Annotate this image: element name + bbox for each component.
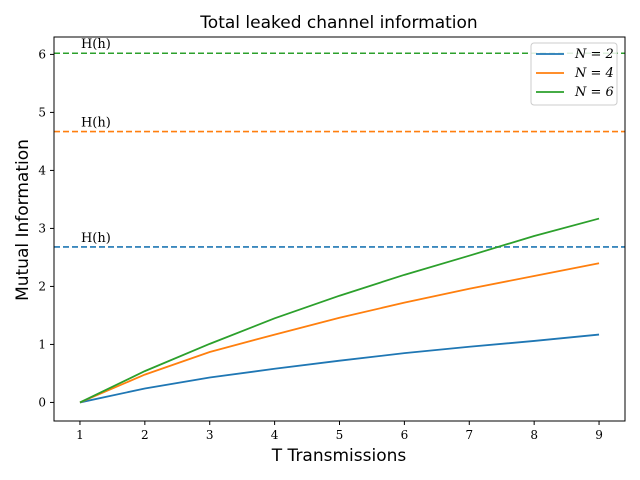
x-tick-label: 7	[465, 428, 473, 442]
y-tick-label: 6	[38, 47, 46, 61]
x-tick-label: 6	[401, 428, 409, 442]
legend-label: N = 6	[574, 85, 614, 100]
x-tick-label: 8	[530, 428, 538, 442]
series-line	[79, 333, 600, 404]
x-tick-label: 9	[595, 428, 603, 442]
x-axis-label: T Transmissions	[271, 446, 407, 466]
plot-frame	[53, 36, 626, 422]
y-tick-label: 0	[38, 395, 46, 409]
reference-line-label: H(h)	[81, 37, 111, 52]
x-tick-label: 1	[76, 428, 84, 442]
legend-box	[530, 42, 618, 106]
y-tick-label: 4	[38, 163, 46, 177]
reference-line-label: H(h)	[81, 116, 111, 131]
x-tick-label: 3	[206, 428, 214, 442]
x-tick-label: 5	[336, 428, 344, 442]
x-tick-label: 2	[141, 428, 149, 442]
reference-line-label: H(h)	[81, 231, 111, 246]
y-axis-label: Mutual Information	[13, 139, 33, 301]
series-lines	[79, 217, 600, 404]
series-line	[79, 217, 600, 404]
series-line	[79, 262, 600, 404]
legend-label: N = 4	[574, 66, 614, 81]
y-tick-label: 2	[38, 279, 46, 293]
axis-ticks: 1 2 3 4 5 6 7 8 9 0 1 2 3 4 5 6	[38, 47, 603, 442]
x-tick-label: 4	[271, 428, 279, 442]
reference-lines: H(h) H(h) H(h)	[54, 37, 625, 248]
y-tick-label: 3	[38, 221, 46, 235]
y-tick-label: 1	[38, 337, 46, 351]
chart-title: Total leaked channel information	[199, 13, 477, 33]
legend: N = 2 N = 4 N = 6	[530, 42, 618, 106]
y-tick-label: 5	[38, 105, 46, 119]
legend-label: N = 2	[574, 47, 614, 62]
